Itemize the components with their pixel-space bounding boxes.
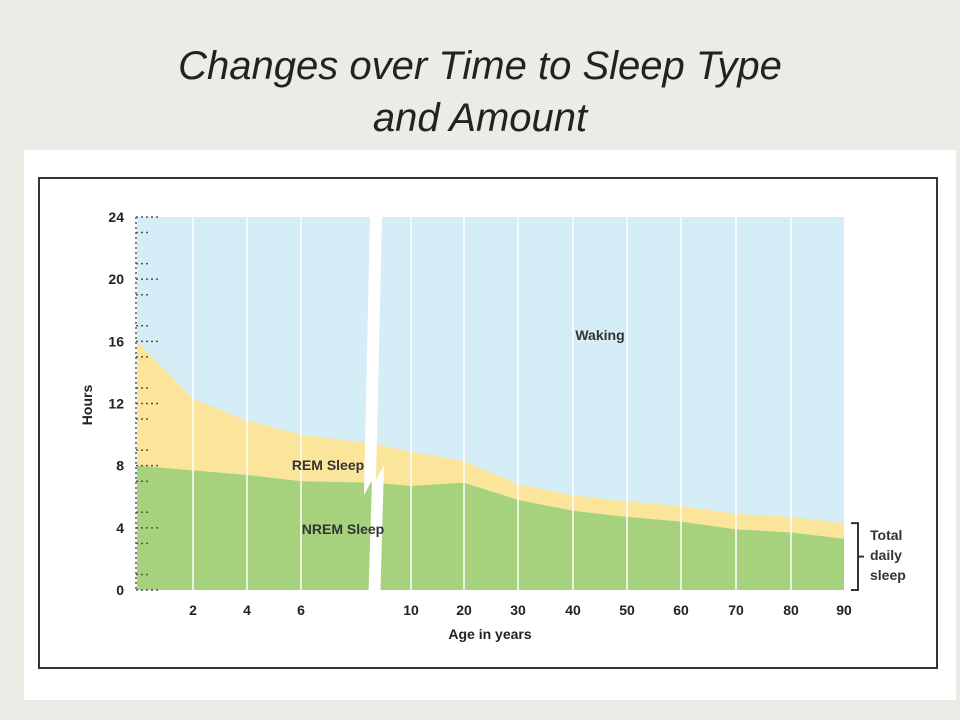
y-tick-label: 4 xyxy=(116,520,124,536)
x-axis-label: Age in years xyxy=(448,626,531,642)
x-tick-label: 90 xyxy=(836,602,852,618)
y-tick-label: 20 xyxy=(108,271,124,287)
chart-figure: 0 4 8 12 16 20 24 2 4 6 10 20 30 40 50 60 70 80 90 Hours … xyxy=(24,150,956,700)
y-tick-label: 0 xyxy=(116,582,124,598)
total-daily-sleep-label: sleep xyxy=(870,567,906,583)
x-tick-label: 30 xyxy=(510,602,526,618)
y-tick-label: 8 xyxy=(116,458,124,474)
nrem-area xyxy=(137,465,844,590)
nrem-sleep-label: NREM Sleep xyxy=(302,521,384,537)
x-tick-label: 20 xyxy=(456,602,472,618)
y-tick-label: 16 xyxy=(108,333,124,349)
x-tick-label: 50 xyxy=(619,602,635,618)
x-tick-label: 10 xyxy=(403,602,419,618)
total-daily-sleep-label: Total xyxy=(870,527,902,543)
x-tick-label: 6 xyxy=(297,602,305,618)
slide-title: Changes over Time to Sleep Type and Amou… xyxy=(0,40,960,144)
rem-sleep-label: REM Sleep xyxy=(292,457,364,473)
x-tick-label: 60 xyxy=(673,602,689,618)
y-axis-label: Hours xyxy=(79,385,95,426)
slide-title-line2: and Amount xyxy=(372,96,588,140)
chart-frame xyxy=(38,177,938,669)
axis-break xyxy=(364,215,384,608)
rem-area xyxy=(137,341,844,539)
waking-label: Waking xyxy=(575,327,624,343)
y-tick-label: 24 xyxy=(108,209,124,225)
y-tick-label: 12 xyxy=(108,396,124,412)
total-daily-sleep-label: daily xyxy=(870,547,902,563)
x-tick-label: 40 xyxy=(565,602,581,618)
total-sleep-bracket xyxy=(851,522,859,591)
x-tick-label: 70 xyxy=(728,602,744,618)
x-tick-label: 80 xyxy=(783,602,799,618)
slide-title-line1: Changes over Time to Sleep Type xyxy=(178,44,782,88)
x-tick-label: 2 xyxy=(189,602,197,618)
x-tick-label: 4 xyxy=(243,602,251,618)
